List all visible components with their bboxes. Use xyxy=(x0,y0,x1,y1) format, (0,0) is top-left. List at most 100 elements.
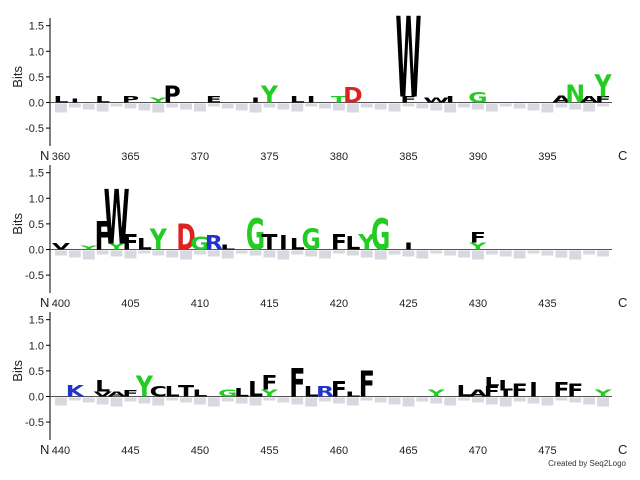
depleted-residue-mark xyxy=(166,397,179,401)
depleted-residue-mark xyxy=(374,103,387,110)
residue-letter: Y xyxy=(107,242,126,252)
depleted-residue-mark xyxy=(96,397,109,405)
y-tick-label: 1.5 xyxy=(29,315,44,327)
depleted-residue-mark xyxy=(207,250,220,257)
depleted-residue-mark xyxy=(458,250,470,258)
residue-letter: Y xyxy=(135,371,154,404)
depleted-residue-mark xyxy=(360,250,373,258)
residue-letter: F xyxy=(359,365,375,406)
depleted-residue-mark xyxy=(138,250,151,254)
depleted-residue-mark xyxy=(194,250,206,255)
x-tick-label: 375 xyxy=(260,151,278,163)
depleted-residue-mark xyxy=(541,103,554,113)
residue-letter: L xyxy=(95,376,110,395)
depleted-residue-mark xyxy=(388,397,401,405)
residue-letter: F xyxy=(400,95,416,105)
c-terminus-label: C xyxy=(618,442,627,457)
depleted-residue-mark xyxy=(319,103,331,109)
x-tick-label: 360 xyxy=(52,151,70,163)
residue-letter: W xyxy=(395,0,421,123)
residue-letter: L xyxy=(304,383,319,400)
depleted-residue-mark xyxy=(569,397,582,403)
x-tick-label: 425 xyxy=(399,298,417,310)
depleted-residue-mark xyxy=(346,103,359,113)
residue-letter: A xyxy=(469,388,487,400)
depleted-residue-mark xyxy=(96,250,109,255)
residue-letter: L xyxy=(345,390,360,398)
residue-letter: L xyxy=(192,388,208,400)
depleted-residue-mark xyxy=(597,103,609,107)
depleted-residue-mark xyxy=(235,103,248,111)
depleted-residue-mark xyxy=(569,103,582,110)
depleted-residue-mark xyxy=(555,103,568,108)
depleted-residue-mark xyxy=(346,250,359,256)
residue-letter: I xyxy=(404,241,413,253)
x-tick-label: 420 xyxy=(330,298,348,310)
x-tick-label: 435 xyxy=(538,298,556,310)
depleted-residue-mark xyxy=(277,250,290,260)
residue-letter: A xyxy=(580,95,599,105)
residue-letter: Y xyxy=(594,70,612,104)
residue-letter: C xyxy=(150,383,167,400)
residue-letter: E xyxy=(206,95,222,105)
residue-letter: I xyxy=(529,379,538,402)
x-tick-label: 405 xyxy=(121,298,139,310)
depleted-residue-mark xyxy=(333,397,345,404)
depleted-residue-mark xyxy=(430,103,443,111)
depleted-residue-mark xyxy=(152,103,165,113)
depleted-residue-mark xyxy=(416,250,429,259)
depleted-residue-mark xyxy=(249,397,262,406)
y-axis-label: Bits xyxy=(10,66,25,88)
residue-letter: L xyxy=(345,232,360,254)
depleted-residue-mark xyxy=(124,397,137,402)
depleted-residue-mark xyxy=(277,103,290,110)
residue-letter: G xyxy=(468,89,487,106)
depleted-residue-mark xyxy=(444,250,457,256)
depleted-residue-mark xyxy=(555,250,568,258)
y-tick-label: 1.0 xyxy=(29,340,44,352)
depleted-residue-mark xyxy=(569,250,582,260)
n-terminus-label: N xyxy=(40,295,49,310)
depleted-residue-mark xyxy=(291,103,304,112)
depleted-residue-mark xyxy=(416,103,429,109)
depleted-residue-mark xyxy=(68,250,81,258)
depleted-residue-mark xyxy=(221,103,234,109)
depleted-residue-mark xyxy=(583,103,596,112)
y-tick-label: 1.5 xyxy=(29,168,44,180)
residue-letter: I xyxy=(446,95,455,105)
depleted-residue-mark xyxy=(305,250,318,257)
residue-letter: G xyxy=(190,233,209,253)
residue-letter: W xyxy=(423,96,449,104)
residue-letter: Y xyxy=(148,96,167,104)
y-tick-label: -0.5 xyxy=(25,270,44,282)
depleted-residue-mark xyxy=(235,397,248,404)
residue-letter: P xyxy=(122,95,139,105)
depleted-residue-mark xyxy=(527,103,540,111)
depleted-residue-mark xyxy=(221,250,234,259)
y-tick-label: 0.5 xyxy=(29,219,44,231)
depleted-residue-mark xyxy=(527,397,540,404)
residue-letter: Y xyxy=(260,388,280,400)
x-tick-label: 400 xyxy=(52,298,70,310)
depleted-residue-mark xyxy=(485,250,498,255)
depleted-residue-mark xyxy=(597,397,609,407)
residue-letter: W xyxy=(104,176,130,262)
residue-letter: F xyxy=(567,380,583,400)
depleted-residue-mark xyxy=(180,397,192,403)
depleted-residue-mark xyxy=(472,397,484,403)
residue-letter: A xyxy=(552,94,570,106)
residue-letter: L xyxy=(95,95,110,105)
depleted-residue-mark xyxy=(152,397,165,406)
n-terminus-label: N xyxy=(40,148,49,163)
depleted-residue-mark xyxy=(82,250,95,260)
residue-letter: F xyxy=(512,380,528,400)
x-tick-label: 410 xyxy=(191,298,209,310)
residue-letter: Y xyxy=(79,244,98,251)
logo-panel-3: 1.5 1.0 0.5 0.0 -0.5 Bits N C 440 445 450 455 460 465… xyxy=(10,312,627,457)
residue-letter: T xyxy=(331,95,347,105)
depleted-residue-mark xyxy=(55,250,67,256)
depleted-residue-mark xyxy=(499,250,512,257)
y-tick-label: 0.0 xyxy=(29,391,44,403)
residue-letter: L xyxy=(290,95,305,105)
residue-letter: D xyxy=(176,218,196,259)
